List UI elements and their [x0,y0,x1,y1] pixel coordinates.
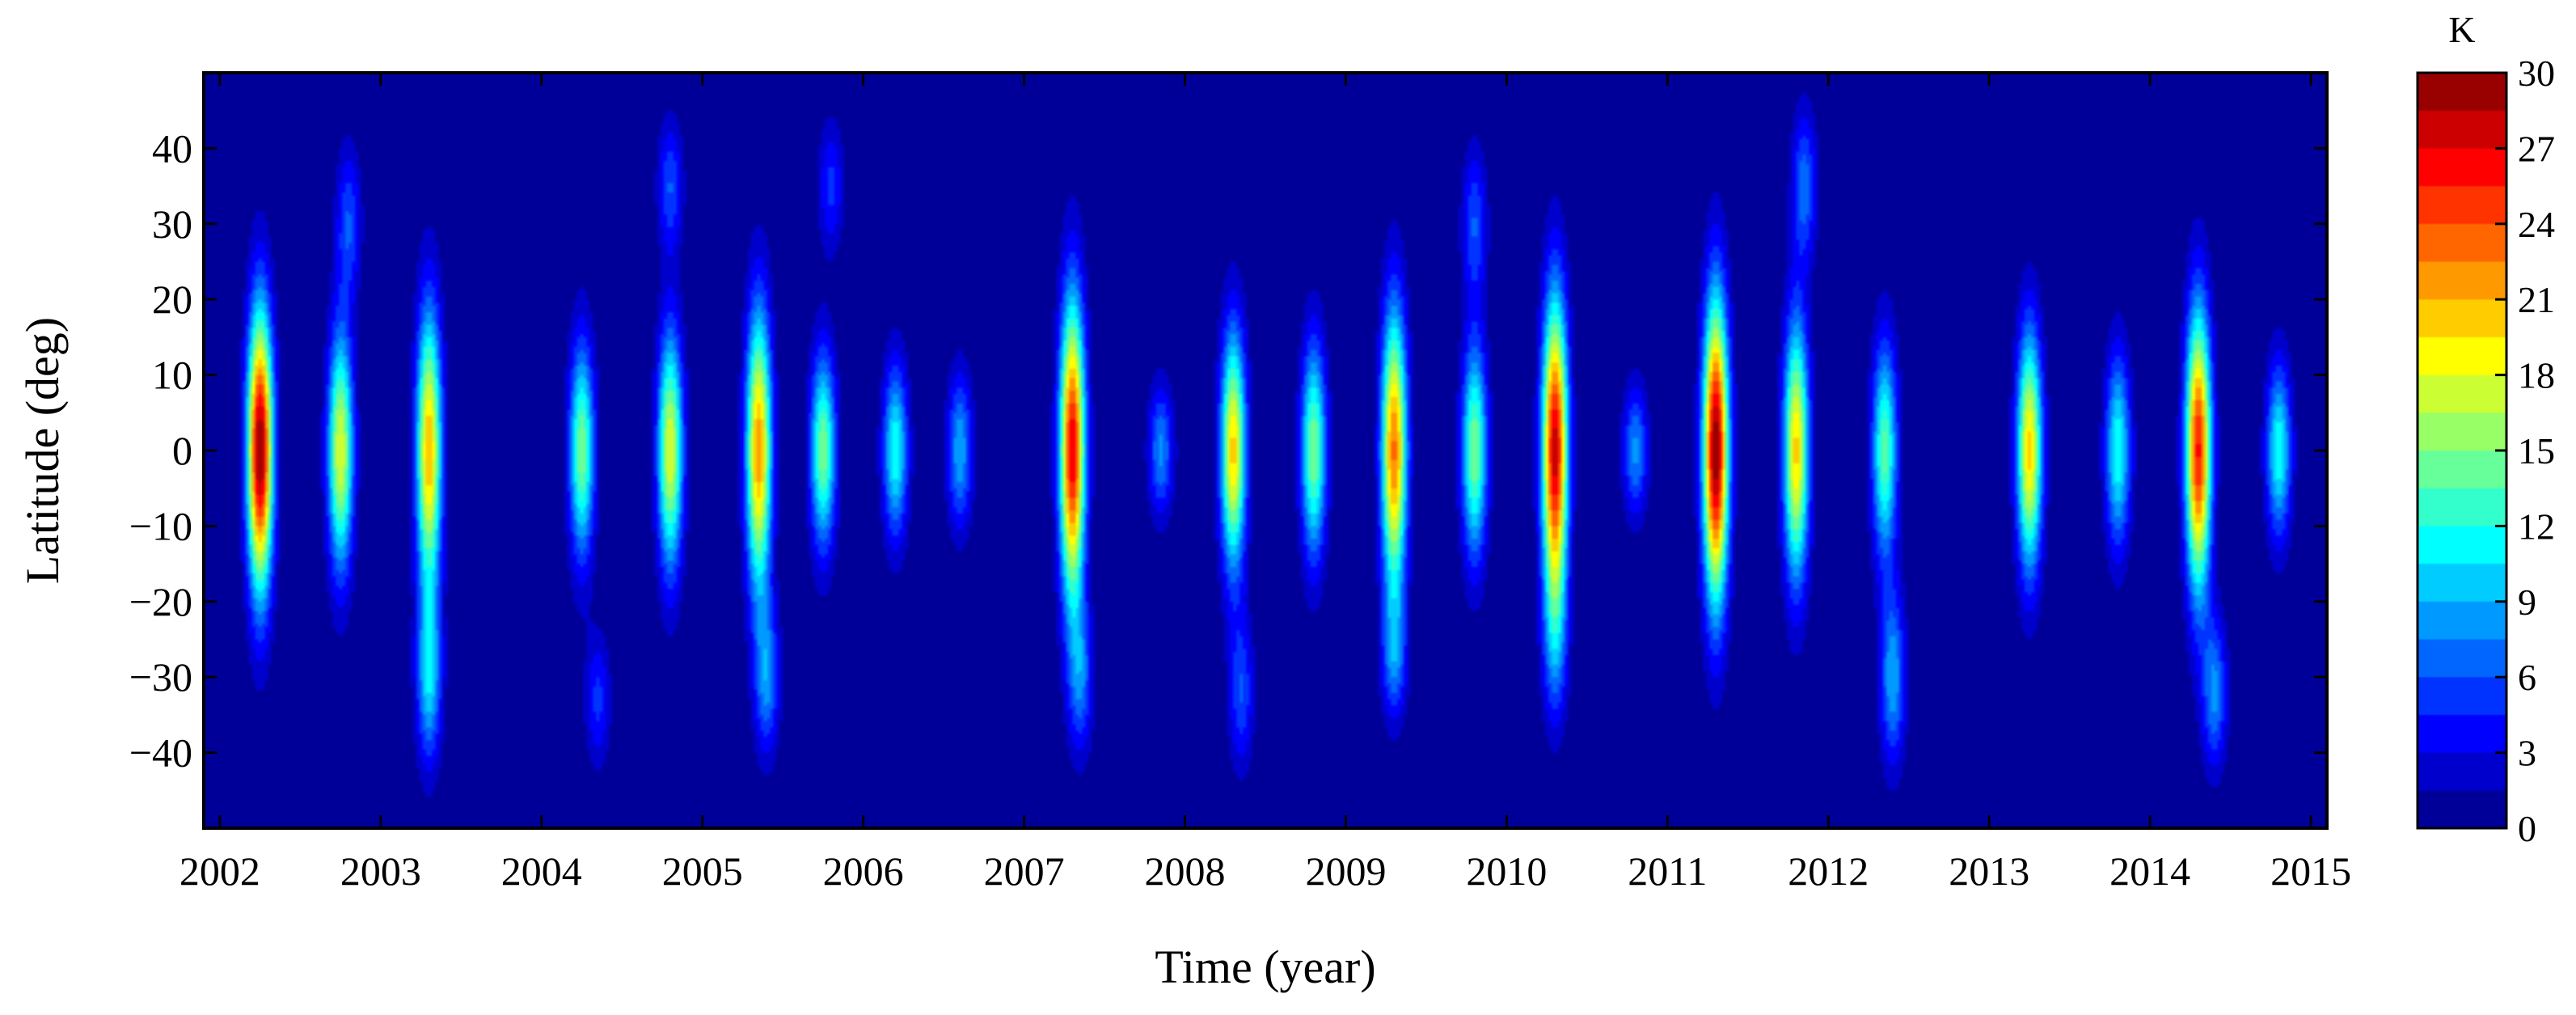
x-tick-label: 2007 [984,848,1065,894]
y-tick-label: 20 [152,277,192,322]
colorbar-unit-label: K [2448,9,2475,50]
y-tick-label: −20 [129,579,192,624]
plot-area [202,71,2329,830]
x-tick-label: 2010 [1466,848,1547,894]
y-axis-title: Latitude (deg) [16,317,69,584]
x-tick-label: 2015 [2270,848,2351,894]
y-axis-ticks: 40 30 20 10 0 −10 −20 −30 −40 [129,125,2327,776]
x-axis-title: Time (year) [1155,941,1375,993]
colorbar-tick-label: 24 [2518,204,2555,245]
x-tick-label: 2008 [1145,848,1226,894]
colorbar-tick-label: 12 [2518,505,2555,547]
y-tick-label: 30 [152,201,192,247]
x-tick-label: 2006 [823,848,904,894]
colorbar-tick-label: 27 [2518,128,2555,169]
colorbar-tick-label: 30 [2518,53,2555,94]
heatmap-image [204,73,2327,828]
x-tick-label: 2004 [501,848,582,894]
x-tick-label: 2012 [1788,848,1869,894]
x-tick-label: 2014 [2109,848,2190,894]
x-axis-ticks: 2002 2003 2004 2005 2006 2007 2008 2009 2010 2011… [179,73,2351,894]
y-tick-label: 10 [152,353,192,398]
colorbar-tick-label: 6 [2518,657,2536,698]
y-tick-label: −40 [129,730,192,776]
colorbar-tick-label: 0 [2518,808,2536,849]
y-tick-label: −30 [129,654,192,700]
colorbar-tick-label: 18 [2518,355,2555,396]
x-tick-label: 2013 [1949,848,2029,894]
x-tick-label: 2005 [662,848,743,894]
colorbar-tick-label: 15 [2518,430,2555,472]
x-tick-label: 2011 [1628,848,1707,894]
colorbar-image [2418,73,2506,828]
x-tick-label: 2002 [179,848,260,894]
y-tick-label: 40 [152,125,192,171]
x-tick-label: 2009 [1305,848,1386,894]
colorbar-tick-label: 3 [2518,733,2536,774]
y-tick-label: 0 [172,428,192,473]
y-tick-label: −10 [129,503,192,548]
x-tick-label: 2003 [340,848,421,894]
colorbar-tick-label: 21 [2518,279,2555,320]
colorbar-tick-label: 9 [2518,582,2536,623]
